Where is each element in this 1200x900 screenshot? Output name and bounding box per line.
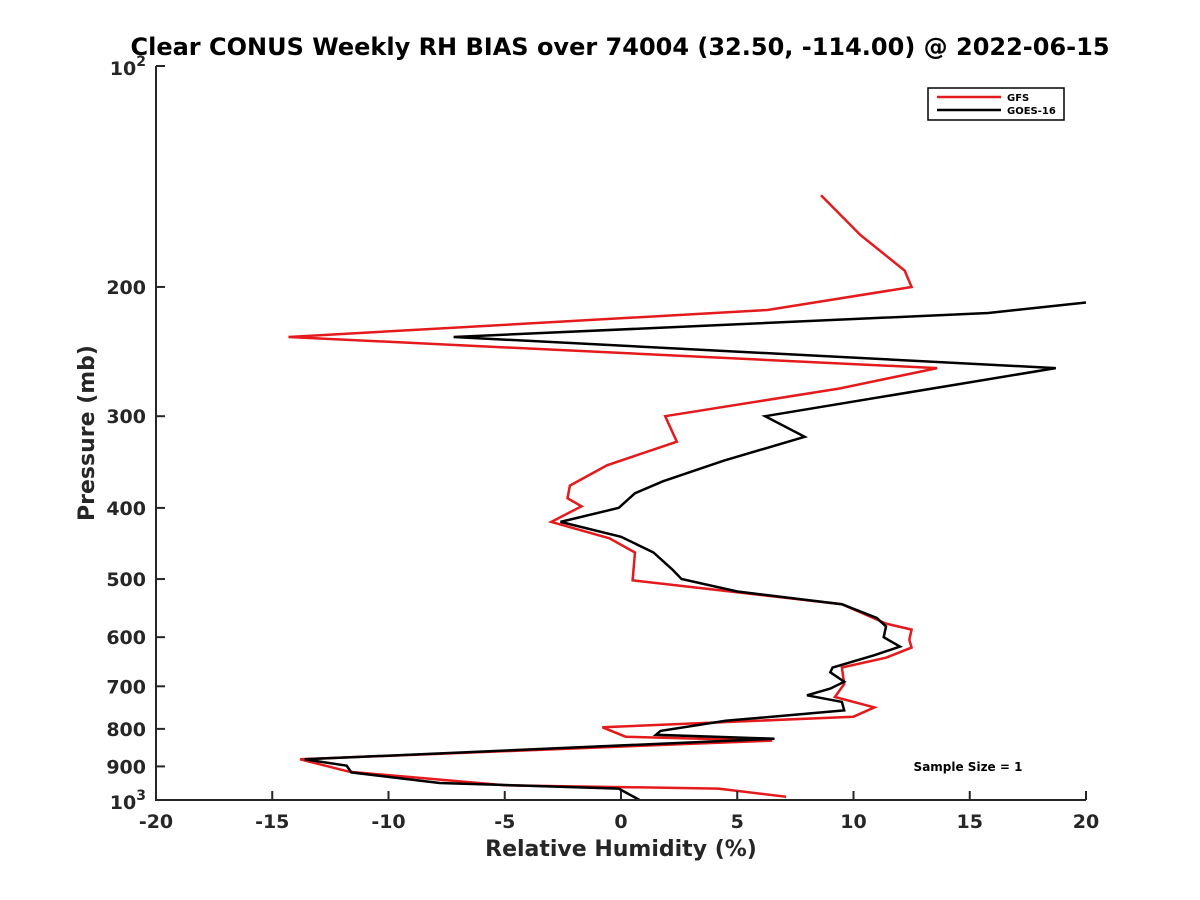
legend: GFS GOES-16 [927,87,1065,121]
y-tick-label: 700 [106,676,146,698]
x-tick-label: -15 [255,811,289,833]
x-tick-label: 5 [731,811,744,833]
x-tick-label: 10 [840,811,866,833]
y-tick-label: 900 [106,756,146,778]
y-axis-label: Pressure (mb) [75,345,100,521]
plot-lines [288,194,1087,802]
y-tick-label: 103 [110,788,146,814]
x-tick-label: 0 [614,811,627,833]
y-axis-ticks: 102 200 300 400 500 600 700 800 900 103 [106,54,165,814]
x-tick-label: 20 [1073,811,1099,833]
legend-box [927,87,1065,121]
y-tick-label: 400 [106,498,146,520]
legend-label-goes16: GOES-16 [1007,106,1056,117]
x-tick-label: -20 [139,811,173,833]
sample-size-annotation: Sample Size = 1 [914,760,1023,774]
series-line-goes16 [304,301,1087,802]
chart-title: Clear CONUS Weekly RH BIAS over 74004 (3… [130,33,1109,61]
y-tick-label: 600 [106,627,146,649]
y-tick-label: 300 [106,406,146,428]
y-tick-label: 500 [106,569,146,591]
x-tick-label: -10 [371,811,405,833]
y-tick-label: 200 [106,277,146,299]
series-line-gfs [288,194,938,799]
legend-label-gfs: GFS [1007,93,1029,104]
x-axis-ticks: -20 -15 -10 -5 0 5 10 15 20 [139,791,1099,833]
x-axis-label: Relative Humidity (%) [485,837,757,862]
x-tick-label: -5 [494,811,515,833]
x-tick-label: 15 [957,811,983,833]
y-tick-label: 102 [110,54,146,80]
y-tick-label: 800 [106,719,146,741]
